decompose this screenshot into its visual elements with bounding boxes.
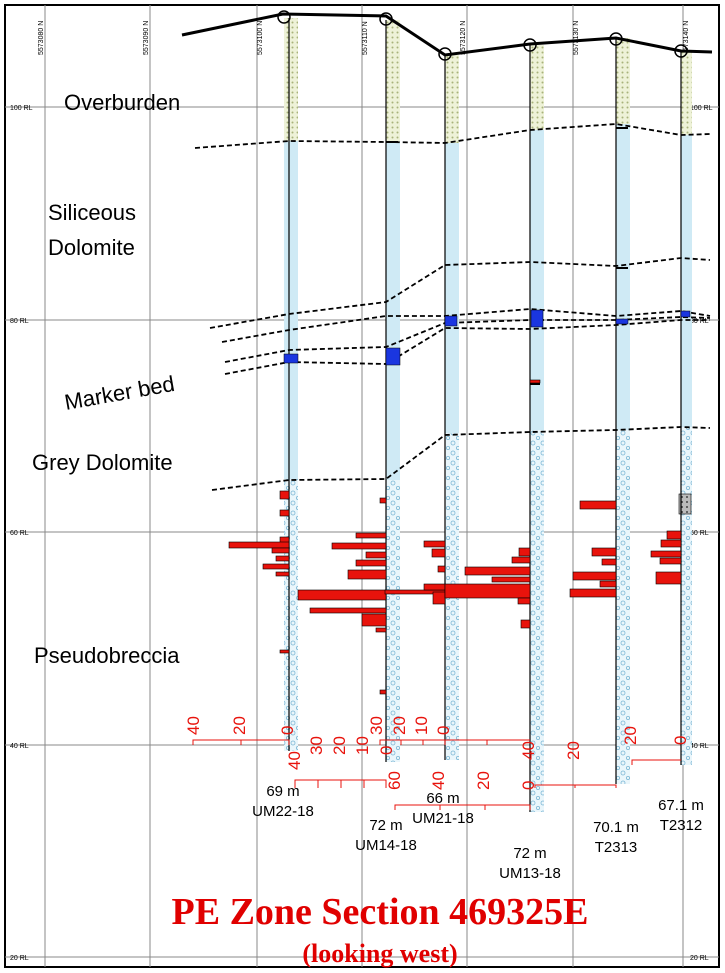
hole-id: T2313	[595, 839, 638, 856]
hole-depth: 66 m	[426, 790, 459, 807]
scale-label: 20	[230, 716, 249, 735]
scale-label: 0	[519, 781, 538, 790]
unit-label-grey-dolomite: Grey Dolomite	[32, 450, 173, 475]
section-title: PE Zone Section 469325E	[172, 891, 589, 933]
unit-label-overburden: Overburden	[64, 90, 180, 115]
northing-label: 5573090 N	[143, 21, 150, 55]
scale-label: 40	[184, 716, 203, 735]
rl-label: 60 RL	[10, 530, 29, 537]
collar-markers	[277, 10, 688, 61]
hole-depth: 70.1 m	[593, 819, 639, 836]
section-subtitle: (looking west)	[302, 939, 457, 968]
hole-id: UM22-18	[252, 803, 314, 820]
hole-id: UM13-18	[499, 865, 561, 882]
scale-label: 0	[278, 726, 297, 735]
scale-label: 20	[564, 741, 583, 760]
scale-label: 30	[367, 716, 386, 735]
hole-depth: 72 m	[513, 845, 546, 862]
hole-depth: 72 m	[369, 817, 402, 834]
hole-depth: 67.1 m	[658, 797, 704, 814]
hole-id: T2312	[660, 817, 703, 834]
northing-label: 5573110 N	[362, 21, 369, 55]
scale-label: 10	[353, 736, 372, 755]
scale-label: 20	[330, 736, 349, 755]
scale-label: 20	[621, 726, 640, 745]
depth-ticks	[386, 127, 628, 385]
rl-label: 20 RL	[10, 955, 29, 962]
scale-label: 0	[377, 746, 396, 755]
scale-label: 40	[285, 751, 304, 770]
northing-gridlines	[44, 5, 684, 967]
northing-labels: 5573080 N 5573090 N 5573100 N 5573110 N …	[38, 21, 690, 55]
assay-scales	[192, 739, 681, 810]
scale-label: 20	[474, 771, 493, 790]
rl-label: 40 RL	[690, 743, 709, 750]
hole-id: UM21-18	[412, 810, 474, 827]
scale-label: 10	[412, 716, 431, 735]
rl-label: 40 RL	[10, 743, 29, 750]
northing-label: 5573080 N	[38, 21, 45, 55]
hole-id: UM14-18	[355, 837, 417, 854]
rl-labels-right: 100 RL 80 RL 60 RL 40 RL 20 RL	[690, 105, 713, 962]
unit-label-marker-bed: Marker bed	[63, 371, 177, 415]
scale-label: 40	[429, 771, 448, 790]
hole-labels: 69 m UM22-18 72 m UM14-18 66 m UM21-18 7…	[252, 783, 704, 882]
rl-label: 100 RL	[690, 105, 713, 112]
hole-depth: 69 m	[266, 783, 299, 800]
northing-label: 5573100 N	[257, 21, 264, 55]
topography-line	[181, 12, 713, 57]
northing-label: 5573120 N	[460, 21, 467, 55]
scale-label: 20	[390, 716, 409, 735]
northing-label: 5573130 N	[573, 21, 580, 55]
scale-label: 60	[385, 771, 404, 790]
rl-label: 60 RL	[690, 530, 709, 537]
scale-label: 30	[307, 736, 326, 755]
rl-label: 100 RL	[10, 105, 33, 112]
northing-label: 5573140 N	[683, 21, 690, 55]
unit-label-dolomite: Dolomite	[48, 235, 135, 260]
scale-label: 40	[519, 741, 538, 760]
geological-contacts	[194, 123, 711, 491]
rl-label: 20 RL	[690, 955, 709, 962]
assay-bars	[228, 379, 682, 695]
rl-label: 80 RL	[690, 318, 709, 325]
rl-labels-left: 100 RL 80 RL 60 RL 40 RL 20 RL	[10, 105, 33, 962]
rl-label: 80 RL	[10, 318, 29, 325]
unit-label-siliceous: Siliceous	[48, 200, 136, 225]
drillhole-columns	[284, 18, 692, 812]
unit-label-pseudobreccia: Pseudobreccia	[34, 643, 180, 668]
scale-labels: 40 20 0 40 30 20 10 0 30 20 10 0 60 40 2…	[184, 716, 690, 790]
marker-bed-intervals	[283, 309, 691, 366]
scale-label: 0	[671, 736, 690, 745]
scale-label: 0	[434, 726, 453, 735]
